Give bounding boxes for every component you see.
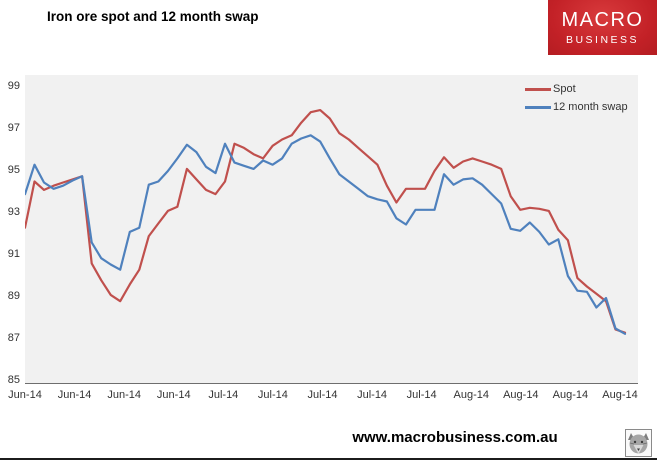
legend-item-swap: 12 month swap bbox=[525, 98, 628, 116]
x-axis-tick-label: Jun-14 bbox=[57, 389, 92, 401]
x-axis-tick-label: Aug-14 bbox=[453, 389, 489, 401]
legend: Spot 12 month swap bbox=[525, 80, 628, 116]
plot-svg bbox=[25, 108, 627, 335]
legend-label-spot: Spot bbox=[553, 83, 576, 95]
macrobusiness-logo: MACRO BUSINESS bbox=[548, 0, 657, 55]
x-axis-tick-label: Jun-14 bbox=[8, 389, 42, 401]
y-axis-tick-label: 87 bbox=[7, 332, 20, 344]
x-axis-tick-label: Jul-14 bbox=[208, 389, 239, 401]
logo-text-macro: MACRO bbox=[561, 9, 644, 31]
spot-line-swatch bbox=[525, 87, 551, 91]
x-axis-tick-label: Aug-14 bbox=[503, 389, 539, 401]
x-axis-tick-label: Jun-14 bbox=[156, 389, 191, 401]
y-axis-tick-label: 93 bbox=[7, 206, 20, 218]
logo-text-business: BUSINESS bbox=[565, 34, 640, 46]
x-axis-tick-label: Jun-14 bbox=[107, 389, 141, 401]
y-axis-tick-label: 91 bbox=[7, 248, 20, 260]
footer-url: www.macrobusiness.com.au bbox=[352, 429, 558, 446]
chart-title: Iron ore spot and 12 month swap bbox=[47, 9, 259, 24]
x-axis-tick-label: Jul-14 bbox=[406, 389, 437, 401]
bottom-window-edge bbox=[0, 458, 657, 460]
x-axis-tick-label: Jul-14 bbox=[307, 389, 338, 401]
x-axis-tick-label: Aug-14 bbox=[552, 389, 589, 401]
x-axis-tick-label: Aug-14 bbox=[602, 389, 638, 401]
y-axis-tick-label: 95 bbox=[7, 164, 20, 176]
plot-area bbox=[25, 75, 638, 384]
y-axis-tick-label: 85 bbox=[7, 374, 20, 386]
x-axis-tick-label: Jul-14 bbox=[357, 389, 388, 401]
y-axis-tick-label: 97 bbox=[7, 122, 20, 134]
wolf-logo-icon bbox=[625, 429, 652, 457]
y-axis-tick-label: 99 bbox=[7, 80, 20, 92]
swap-line-swatch bbox=[525, 105, 551, 109]
legend-item-spot: Spot bbox=[525, 80, 628, 98]
x-axis-tick-label: Jul-14 bbox=[257, 389, 288, 401]
legend-label-swap: 12 month swap bbox=[553, 101, 628, 113]
y-axis-tick-label: 89 bbox=[7, 290, 20, 302]
